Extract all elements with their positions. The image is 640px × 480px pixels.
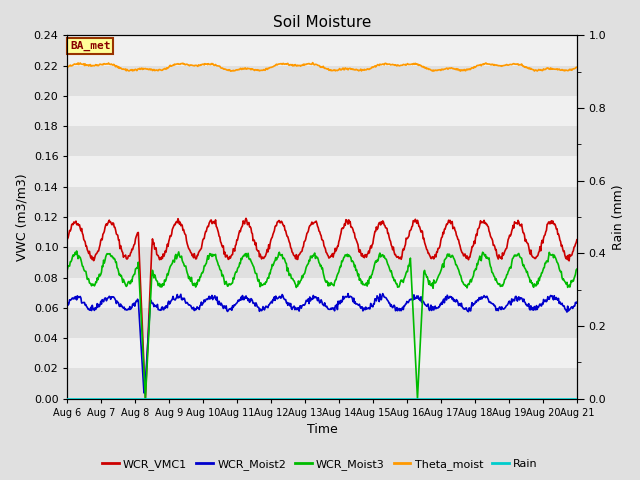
Bar [67,66,577,96]
Bar [67,338,577,368]
Text: BA_met: BA_met [70,41,111,51]
Legend: WCR_VMC1, WCR_Moist2, WCR_Moist3, Theta_moist, Rain: WCR_VMC1, WCR_Moist2, WCR_Moist3, Theta_… [97,455,543,474]
Bar [67,96,577,126]
Title: Soil Moisture: Soil Moisture [273,15,371,30]
Bar [67,187,577,217]
X-axis label: Time: Time [307,423,337,436]
Y-axis label: VWC (m3/m3): VWC (m3/m3) [15,173,28,261]
Bar [67,217,577,247]
Bar [67,308,577,338]
Bar [67,368,577,398]
Bar [67,247,577,277]
Bar [67,36,577,66]
Y-axis label: Rain (mm): Rain (mm) [612,184,625,250]
Bar [67,126,577,156]
Bar [67,277,577,308]
Bar [67,156,577,187]
